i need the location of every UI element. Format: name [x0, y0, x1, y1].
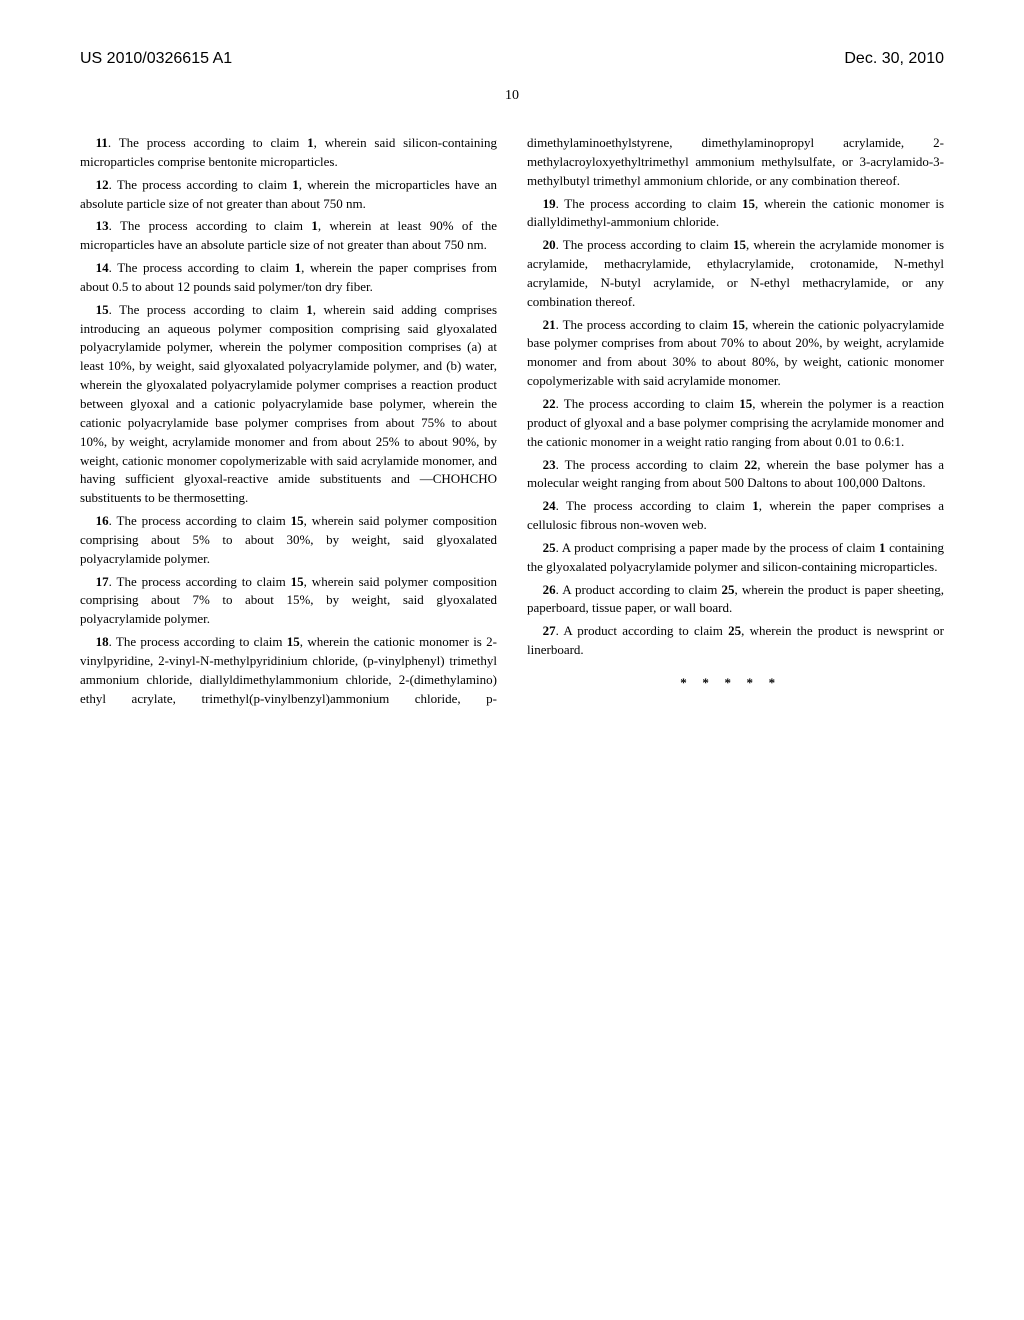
reference-claim-number: 1 [292, 177, 299, 192]
patent-page: US 2010/0326615 A1 Dec. 30, 2010 10 11. … [0, 0, 1024, 1320]
claim-number: 19 [543, 196, 556, 211]
reference-claim-number: 15 [287, 634, 300, 649]
claim-13: 13. The process according to claim 1, wh… [80, 217, 497, 255]
claim-number: 21 [543, 317, 556, 332]
claim-27: 27. A product according to claim 25, whe… [527, 622, 944, 660]
claim-23: 23. The process according to claim 22, w… [527, 456, 944, 494]
claim-number: 23 [543, 457, 556, 472]
publication-date: Dec. 30, 2010 [844, 50, 944, 68]
reference-claim-number: 1 [752, 498, 759, 513]
reference-claim-number: 22 [744, 457, 757, 472]
reference-claim-number: 1 [879, 540, 886, 555]
claim-21: 21. The process according to claim 15, w… [527, 316, 944, 391]
claim-15: 15. The process according to claim 1, wh… [80, 301, 497, 508]
claim-number: 26 [543, 582, 556, 597]
claim-number: 16 [96, 513, 109, 528]
claim-number: 20 [543, 237, 556, 252]
claim-17: 17. The process according to claim 15, w… [80, 573, 497, 630]
claim-number: 11 [96, 135, 108, 150]
claim-16: 16. The process according to claim 15, w… [80, 512, 497, 569]
page-number: 10 [80, 88, 944, 104]
claim-number: 17 [96, 574, 109, 589]
publication-number: US 2010/0326615 A1 [80, 50, 232, 68]
claim-22: 22. The process according to claim 15, w… [527, 395, 944, 452]
claim-number: 27 [543, 623, 556, 638]
claim-20: 20. The process according to claim 15, w… [527, 236, 944, 311]
reference-claim-number: 15 [742, 196, 755, 211]
claim-19: 19. The process according to claim 15, w… [527, 195, 944, 233]
claim-number: 14 [96, 260, 109, 275]
reference-claim-number: 25 [721, 582, 734, 597]
reference-claim-number: 15 [739, 396, 752, 411]
claims-body: 11. The process according to claim 1, wh… [80, 134, 944, 708]
claim-12: 12. The process according to claim 1, wh… [80, 176, 497, 214]
claim-number: 25 [543, 540, 556, 555]
claim-14: 14. The process according to claim 1, wh… [80, 259, 497, 297]
reference-claim-number: 25 [728, 623, 741, 638]
reference-claim-number: 15 [291, 574, 304, 589]
claim-number: 22 [543, 396, 556, 411]
reference-claim-number: 1 [295, 260, 302, 275]
end-marker: ***** [527, 674, 944, 693]
claim-number: 18 [96, 634, 109, 649]
claim-number: 15 [96, 302, 109, 317]
claim-26: 26. A product according to claim 25, whe… [527, 581, 944, 619]
reference-claim-number: 15 [291, 513, 304, 528]
reference-claim-number: 15 [732, 317, 745, 332]
claim-25: 25. A product comprising a paper made by… [527, 539, 944, 577]
reference-claim-number: 1 [311, 218, 318, 233]
claim-11: 11. The process according to claim 1, wh… [80, 134, 497, 172]
claim-number: 24 [543, 498, 556, 513]
claim-number: 13 [96, 218, 109, 233]
reference-claim-number: 1 [306, 302, 313, 317]
page-header: US 2010/0326615 A1 Dec. 30, 2010 [80, 50, 944, 68]
claim-24: 24. The process according to claim 1, wh… [527, 497, 944, 535]
reference-claim-number: 15 [733, 237, 746, 252]
claim-number: 12 [96, 177, 109, 192]
reference-claim-number: 1 [307, 135, 314, 150]
